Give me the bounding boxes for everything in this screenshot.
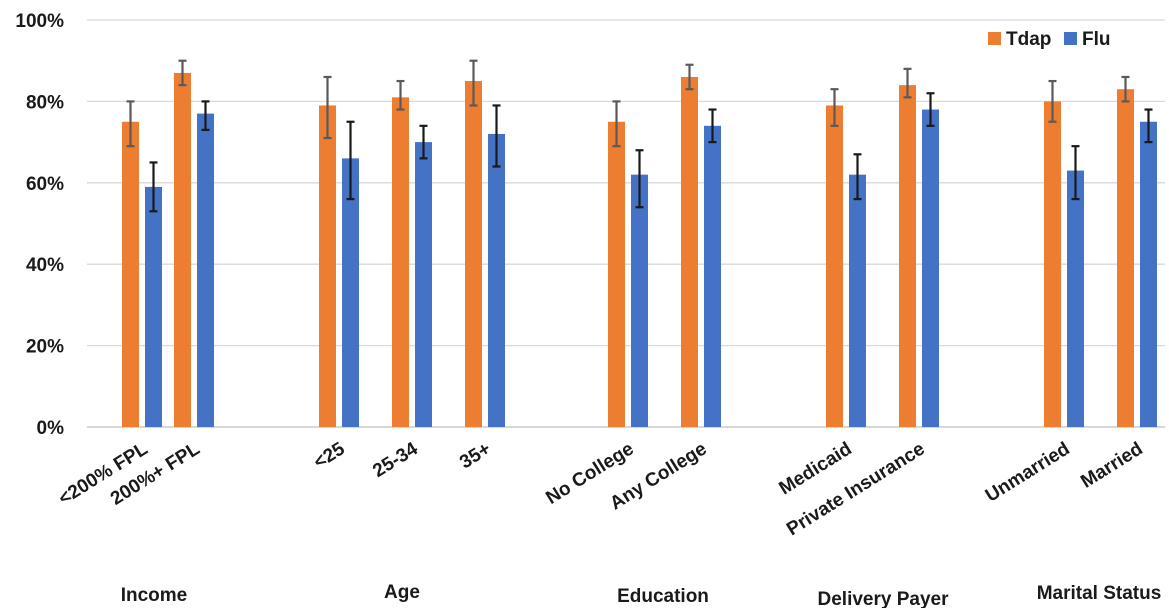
bar-tdap [681, 76, 698, 427]
bar-flu [197, 113, 214, 428]
x-tick-label: 25-34 [369, 438, 422, 482]
bar-tdap [392, 97, 409, 427]
error-bar-tdap [1121, 75, 1130, 103]
error-bar-tdap [396, 79, 405, 111]
x-tick-label: Private Insurance [783, 438, 928, 540]
error-bar-tdap [685, 63, 694, 91]
error-bar-tdap [469, 59, 478, 107]
bar-flu [1140, 121, 1157, 427]
error-bar-flu [1144, 108, 1153, 144]
legend-label: Tdap [1006, 29, 1051, 50]
group-labels: Income Age Education Delivery Payer Marital … [121, 582, 1162, 608]
group-label: Delivery Payer [818, 589, 950, 608]
bar-flu [342, 158, 359, 427]
y-tick-label: 100% [15, 11, 64, 32]
y-tick-label: 40% [26, 255, 64, 276]
y-tick-label: 60% [26, 174, 64, 195]
bar-tdap [826, 105, 843, 427]
legend-label: Flu [1082, 29, 1111, 50]
error-bar-tdap [323, 75, 332, 140]
error-bars [126, 59, 1153, 213]
legend-item-tdap: Tdap [988, 29, 1051, 50]
error-bar-flu [419, 124, 428, 160]
error-bar-flu [492, 104, 501, 168]
x-tick-label: <25 [310, 438, 349, 473]
error-bar-flu [926, 92, 935, 127]
legend-swatch [1064, 32, 1077, 45]
bar-flu [704, 125, 721, 427]
legend: Tdap Flu [988, 29, 1111, 50]
bar-tdap [899, 85, 916, 428]
x-tick-label: Unmarried [982, 438, 1074, 506]
group-label: Marital Status [1037, 583, 1162, 604]
bar-tdap [319, 105, 336, 427]
error-bar-tdap [830, 88, 839, 127]
bar-flu [488, 133, 505, 427]
y-tick-label: 0% [37, 418, 65, 439]
y-axis-ticks: 0% 20% 40% 60% 80% 100% [15, 11, 64, 439]
bar-tdap [1044, 101, 1061, 428]
bars [122, 72, 1157, 428]
error-bar-tdap [612, 100, 621, 148]
x-tick-label: 35+ [456, 438, 494, 473]
group-label: Income [121, 585, 188, 606]
error-bar-flu [1071, 145, 1080, 201]
error-bar-flu [635, 149, 644, 209]
group-label: Education [617, 586, 709, 607]
bar-flu [145, 186, 162, 427]
legend-swatch [988, 32, 1001, 45]
error-bar-flu [346, 120, 355, 201]
error-bar-tdap [903, 67, 912, 99]
bar-flu [631, 174, 648, 427]
legend-item-flu: Flu [1064, 29, 1111, 50]
bar-flu [922, 109, 939, 427]
y-tick-label: 20% [26, 337, 64, 358]
error-bar-flu [201, 100, 210, 131]
bar-tdap [122, 121, 139, 427]
error-bar-flu [149, 161, 158, 213]
gridlines [87, 19, 1165, 428]
bar-flu [1067, 170, 1084, 427]
bar-flu [415, 142, 432, 427]
bar-tdap [174, 72, 191, 427]
y-tick-label: 80% [26, 92, 64, 113]
error-bar-flu [853, 153, 862, 201]
error-bar-flu [708, 108, 717, 144]
error-bar-tdap [126, 100, 135, 148]
bar-tdap [608, 121, 625, 427]
bar-flu [849, 174, 866, 427]
x-tick-label: Married [1077, 438, 1146, 492]
group-label: Age [384, 582, 420, 603]
bar-tdap [1117, 89, 1134, 427]
bar-tdap [465, 81, 482, 428]
error-bar-tdap [178, 59, 187, 87]
error-bar-tdap [1048, 79, 1057, 123]
